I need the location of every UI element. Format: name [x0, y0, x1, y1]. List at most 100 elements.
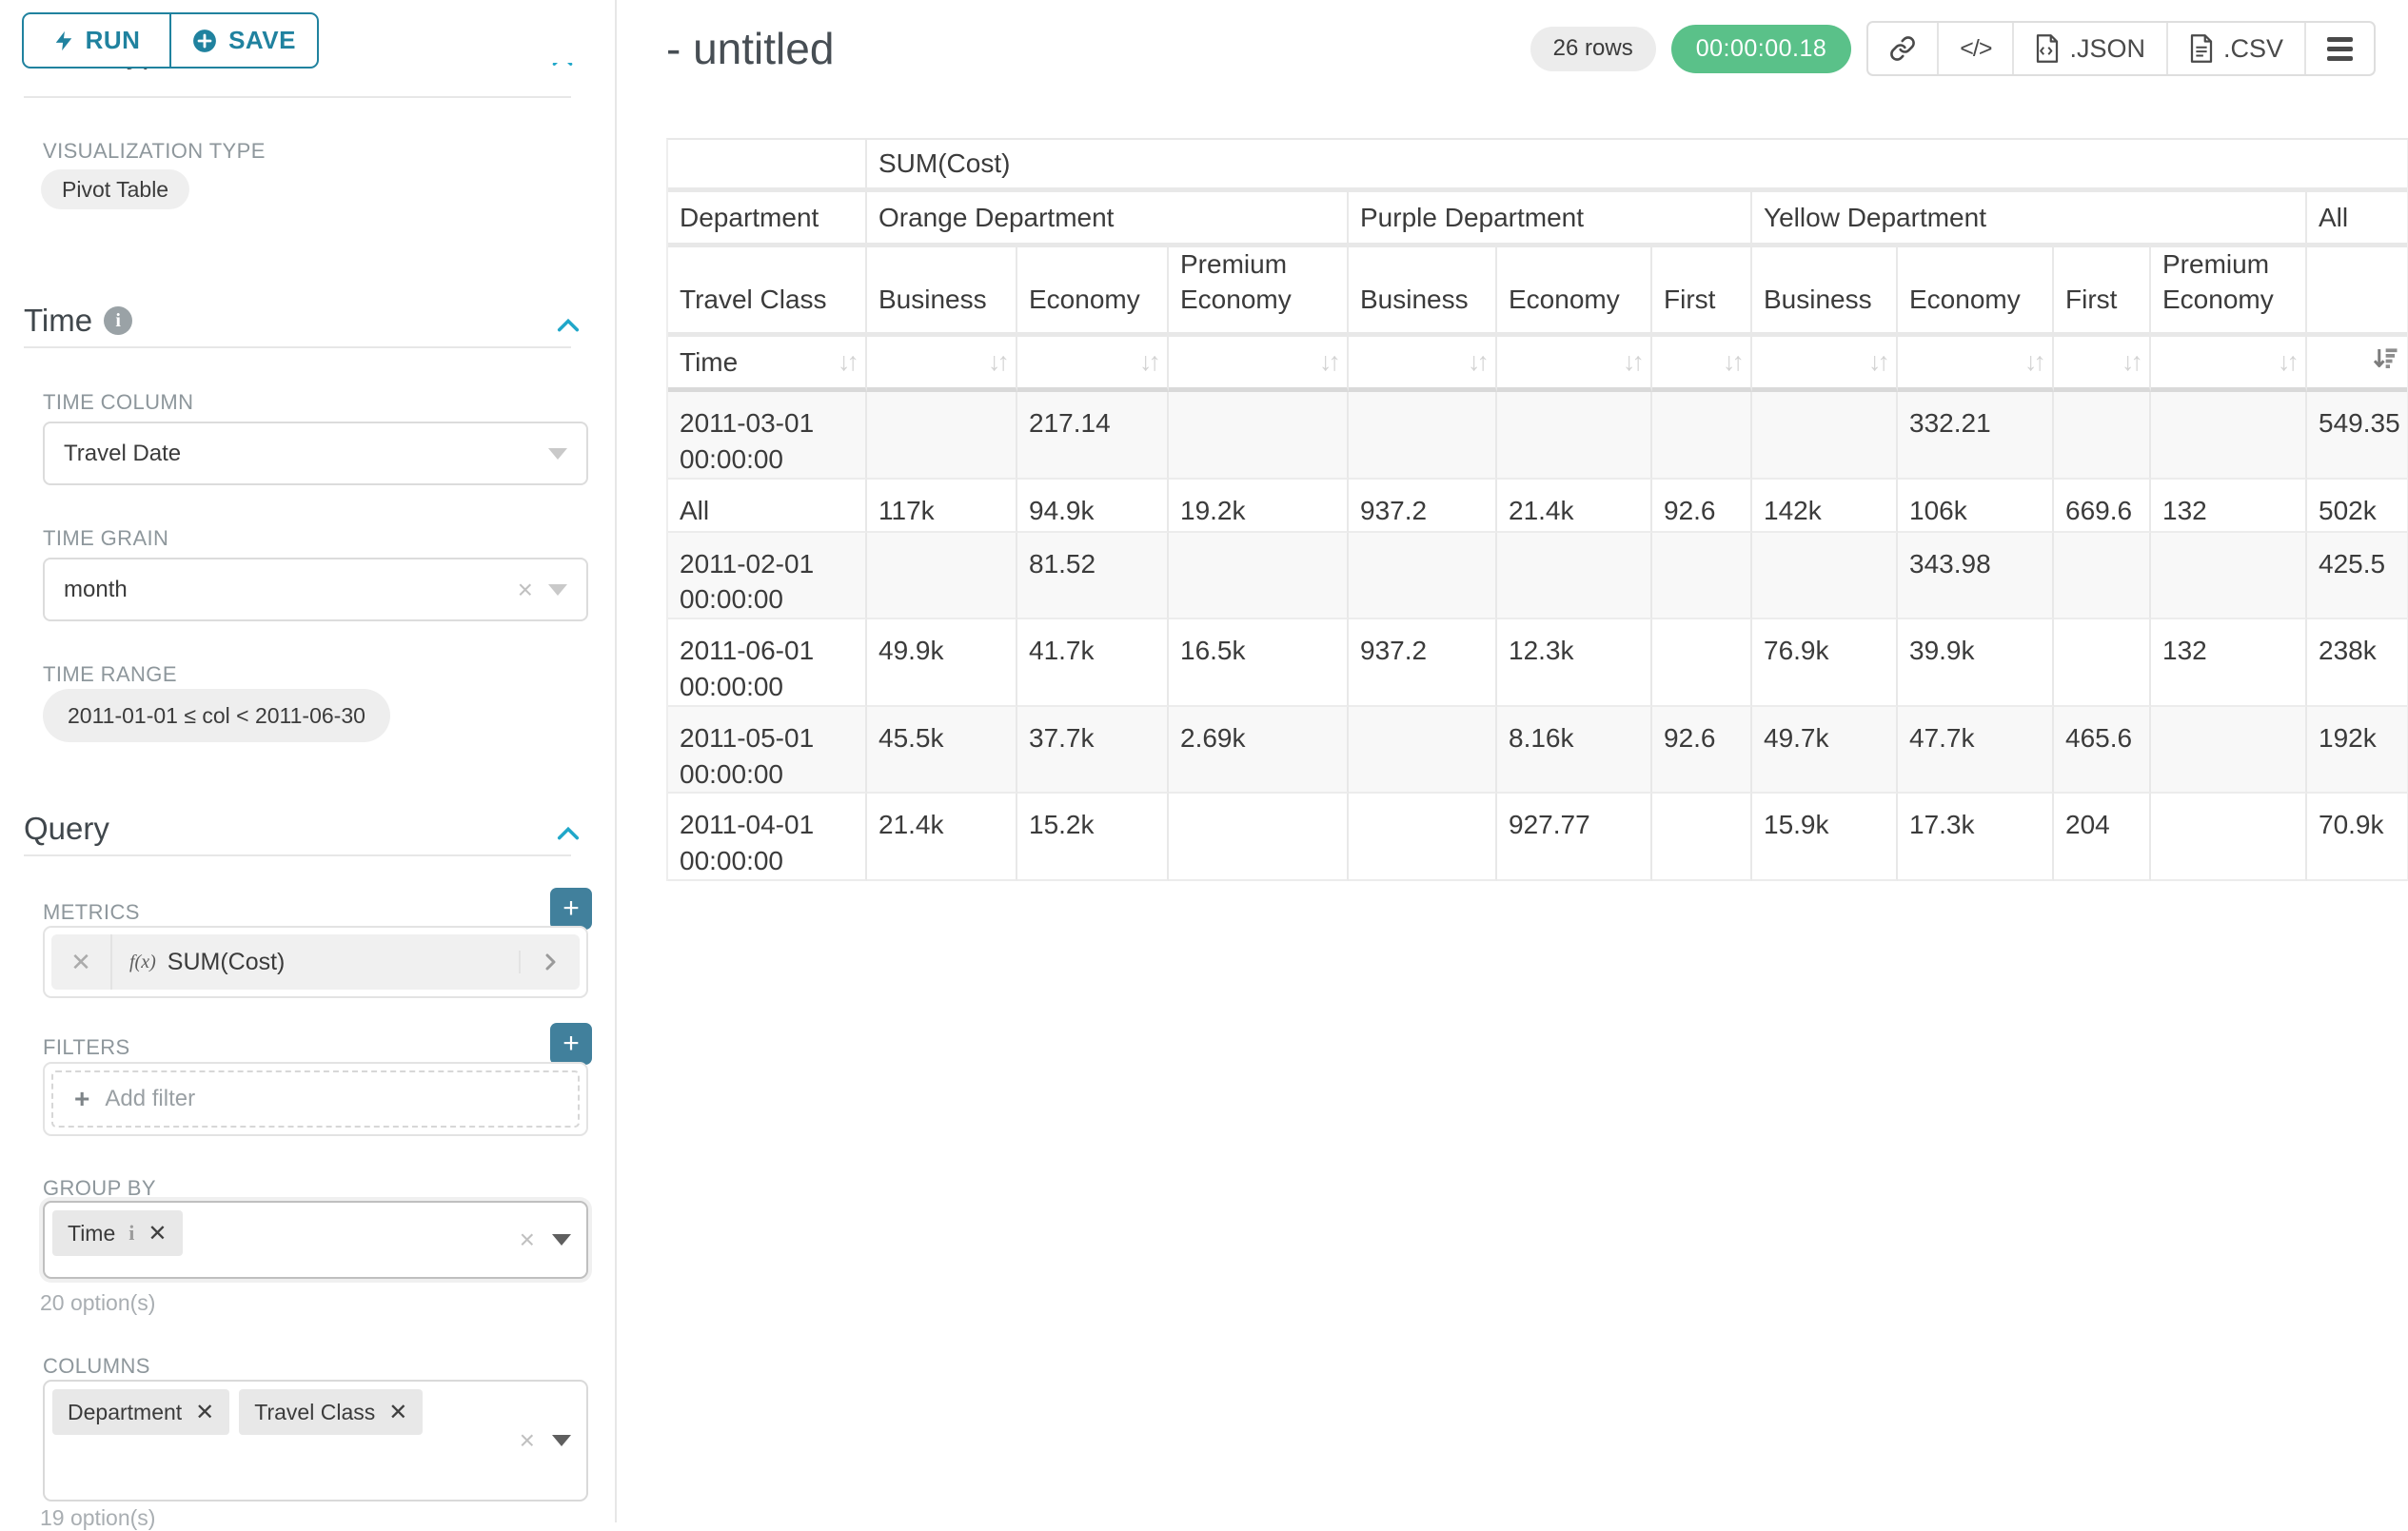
- plus-circle-icon: [193, 29, 216, 52]
- table-row: 2011-06-01 00:00:00 49.9k 41.7k 16.5k 937.2 1…: [668, 619, 2408, 707]
- sort-cell[interactable]: ↓↑: [1349, 337, 1497, 392]
- column-header-cell: Business: [1349, 247, 1497, 337]
- sort-cell[interactable]: ↓↑: [2054, 337, 2151, 392]
- clear-icon[interactable]: ×: [519, 1225, 535, 1254]
- sort-icon[interactable]: ↓↑: [838, 346, 859, 376]
- save-button[interactable]: SAVE: [169, 12, 319, 69]
- sort-icon[interactable]: ↓↑: [1468, 347, 1490, 376]
- value-cell: 41.7k: [1017, 619, 1169, 707]
- value-cell: 502k: [2307, 480, 2408, 533]
- sort-cell[interactable]: ↓↑: [2151, 337, 2307, 392]
- sort-icon[interactable]: ↓↑: [1319, 347, 1341, 376]
- add-filter-plus-button[interactable]: +: [550, 1023, 592, 1065]
- filters-box: + Add filter: [43, 1062, 588, 1136]
- selected-option-chip[interactable]: Department ✕: [52, 1389, 230, 1435]
- value-cell: 19.2k: [1169, 479, 1349, 533]
- sort-cell[interactable]: ↓↑: [1169, 337, 1349, 392]
- sort-cell[interactable]: ↓↑: [1497, 337, 1652, 392]
- time-grain-select[interactable]: month ×: [43, 558, 588, 621]
- value-cell: 15.2k: [1017, 794, 1169, 881]
- row-label-cell: 2011-05-01 00:00:00: [668, 706, 867, 795]
- pivot-table: SUM(Cost) Department Orange Department Purp…: [666, 138, 2408, 881]
- value-cell: 76.9k: [1752, 619, 1898, 707]
- columns-select[interactable]: Department ✕ Travel Class ✕ ×: [43, 1380, 588, 1502]
- selected-option-chip[interactable]: Time i ✕: [52, 1210, 183, 1256]
- sort-icon[interactable]: ↓↑: [1868, 347, 1890, 376]
- time-collapse-chevron-icon[interactable]: [555, 312, 582, 343]
- value-cell: [2054, 532, 2151, 620]
- sort-cell[interactable]: ↓↑: [1017, 337, 1169, 392]
- value-cell: [1169, 794, 1349, 881]
- metrics-label: METRICS: [43, 900, 140, 924]
- value-cell: 2.69k: [1169, 706, 1349, 795]
- sort-icon[interactable]: ↓↑: [2024, 347, 2046, 376]
- sort-icon[interactable]: ↓↑: [2122, 347, 2143, 376]
- value-cell: [1169, 532, 1349, 620]
- sort-cell[interactable]: ↓↑: [1652, 337, 1752, 392]
- sort-icon[interactable]: ↓↑: [988, 347, 1010, 376]
- remove-metric-icon[interactable]: ✕: [51, 934, 112, 990]
- time-section-title: Time: [24, 303, 93, 338]
- chevron-right-icon[interactable]: [519, 951, 580, 973]
- export-toolbar: </> .JSON .CSV: [1866, 21, 2376, 76]
- remove-chip-icon[interactable]: ✕: [195, 1399, 215, 1425]
- export-json-button[interactable]: .JSON: [2014, 23, 2168, 74]
- travel-class-header-cell: Travel Class: [668, 247, 867, 337]
- value-cell: [2054, 619, 2151, 707]
- value-cell: [867, 532, 1017, 620]
- sort-cell[interactable]: ↓↑: [1752, 337, 1898, 392]
- value-cell: 238k: [2307, 619, 2408, 707]
- value-cell: [1497, 392, 1652, 480]
- more-options-button[interactable]: [2306, 23, 2374, 74]
- value-cell: [1652, 392, 1752, 480]
- value-cell: [2151, 794, 2307, 881]
- value-cell: 8.16k: [1497, 706, 1652, 795]
- export-csv-button[interactable]: .CSV: [2168, 23, 2306, 74]
- run-button[interactable]: RUN: [22, 12, 171, 69]
- sort-icon[interactable]: ↓↑: [2278, 347, 2299, 376]
- sort-icon[interactable]: ↓↑: [1723, 347, 1745, 376]
- value-cell: 21.4k: [1497, 479, 1652, 533]
- value-cell: 17.3k: [1898, 794, 2054, 881]
- hamburger-icon: [2327, 36, 2353, 61]
- time-column-select[interactable]: Travel Date: [43, 422, 588, 485]
- sort-cell[interactable]: [2307, 337, 2408, 392]
- column-header-cell: Business: [1752, 247, 1898, 337]
- sort-cell[interactable]: ↓↑: [867, 337, 1017, 392]
- clear-icon[interactable]: ×: [519, 1425, 535, 1455]
- chip-label: Time: [68, 1220, 116, 1246]
- add-metric-button[interactable]: +: [550, 888, 592, 930]
- clear-icon[interactable]: ×: [517, 574, 533, 604]
- sort-descending-icon[interactable]: [2371, 344, 2399, 380]
- value-cell: 132: [2151, 479, 2307, 533]
- metric-item[interactable]: ✕ f(x) SUM(Cost): [51, 934, 580, 990]
- remove-chip-icon[interactable]: ✕: [388, 1399, 408, 1425]
- columns-label: COLUMNS: [43, 1354, 150, 1378]
- group-by-select[interactable]: Time i ✕ ×: [43, 1201, 588, 1279]
- value-cell: [867, 392, 1017, 480]
- section-divider: [24, 96, 571, 98]
- lightning-icon: [55, 30, 71, 50]
- embed-code-button[interactable]: </>: [1939, 23, 2015, 74]
- remove-chip-icon[interactable]: ✕: [148, 1220, 168, 1246]
- table-row: 2011-02-01 00:00:00 81.52 343.98 425.5: [668, 532, 2408, 620]
- sort-icon[interactable]: ↓↑: [1623, 347, 1645, 376]
- visualization-type-value[interactable]: Pivot Table: [41, 169, 190, 209]
- query-collapse-chevron-icon[interactable]: [555, 820, 582, 852]
- copy-link-button[interactable]: [1868, 23, 1940, 74]
- department-header-cell: Department: [668, 192, 867, 247]
- add-filter-button[interactable]: + Add filter: [51, 1070, 580, 1128]
- filters-label: FILTERS: [43, 1035, 130, 1059]
- sort-cell[interactable]: ↓↑: [1898, 337, 2054, 392]
- value-cell: 37.7k: [1017, 706, 1169, 795]
- save-button-label: SAVE: [228, 26, 296, 54]
- time-range-value[interactable]: 2011-01-01 ≤ col < 2011-06-30: [43, 689, 390, 742]
- selected-option-chip[interactable]: Travel Class ✕: [239, 1389, 424, 1435]
- time-range-label: TIME RANGE: [43, 662, 177, 686]
- chart-title[interactable]: - untitled: [666, 24, 835, 73]
- sort-icon[interactable]: ↓↑: [1139, 347, 1161, 376]
- time-sort-header-cell[interactable]: Time ↓↑: [668, 337, 867, 392]
- table-row: 2011-04-01 00:00:00 21.4k 15.2k 927.77 15.9k…: [668, 794, 2408, 881]
- value-cell: 117k: [867, 479, 1017, 533]
- value-cell: 132: [2151, 619, 2307, 707]
